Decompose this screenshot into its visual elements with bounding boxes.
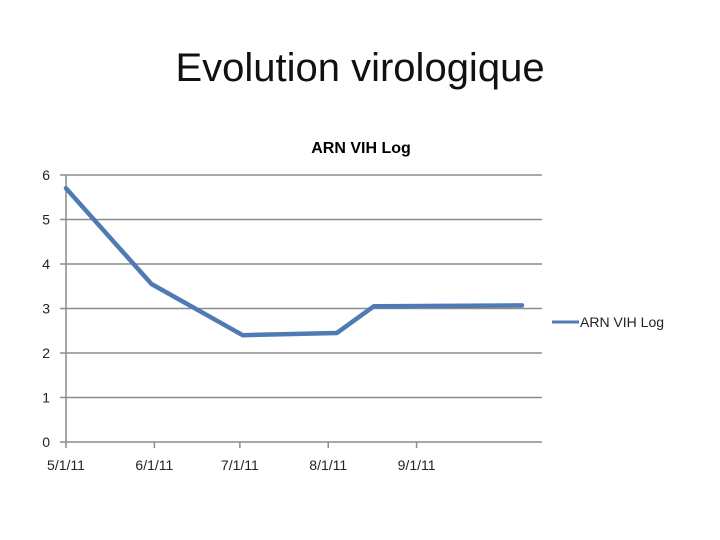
- series-line-0: [63, 186, 525, 338]
- x-tick-label: 9/1/11: [398, 457, 436, 473]
- slide-title: Evolution virologique: [175, 46, 545, 90]
- y-tick-label: 2: [42, 345, 50, 361]
- legend-label: ARN VIH Log: [580, 314, 664, 330]
- y-tick-label: 6: [42, 167, 50, 183]
- x-axis-ticks: 5/1/11 6/1/11 7/1/11 8/1/11 9/1/11: [47, 442, 436, 473]
- x-tick-label: 6/1/11: [135, 457, 173, 473]
- y-tick-label: 5: [42, 212, 50, 228]
- x-tick-label: 5/1/11: [47, 457, 85, 473]
- y-tick-label: 4: [42, 256, 50, 272]
- y-tick-label: 0: [42, 434, 50, 450]
- chart-title: ARN VIH Log: [311, 140, 411, 157]
- y-axis-ticks: 0 1 2 3 4 5 6: [42, 167, 66, 450]
- y-tick-label: 3: [42, 301, 50, 317]
- y-tick-label: 1: [42, 390, 50, 406]
- series-layer: [63, 186, 525, 338]
- gridlines: [66, 174, 542, 399]
- legend: ARN VIH Log: [552, 314, 664, 330]
- x-tick-label: 8/1/11: [309, 457, 347, 473]
- x-tick-label: 7/1/11: [221, 457, 259, 473]
